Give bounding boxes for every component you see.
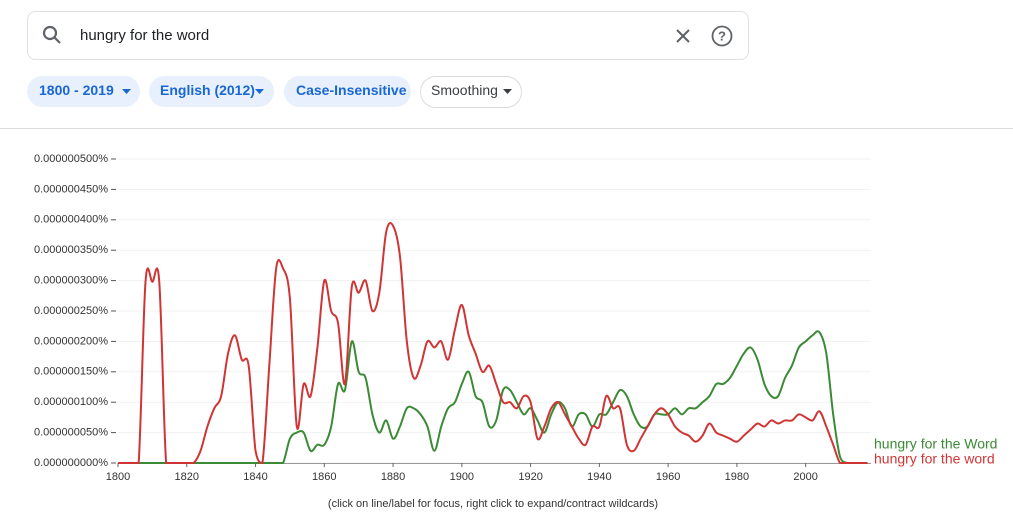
chip-label[interactable]: English (2012) <box>160 82 255 98</box>
dropdown-arrow <box>503 89 512 94</box>
y-tick-label: 0.000000400% <box>34 214 108 226</box>
search-icon <box>42 25 61 44</box>
series-line[interactable] <box>118 330 868 464</box>
dropdown-arrow <box>255 89 264 94</box>
chip-bg[interactable] <box>284 76 411 107</box>
y-tick-label: 0.000000050% <box>34 427 108 439</box>
chart: 0.000000000% 0.000000050% 0.000000100% 0.00… <box>34 153 998 483</box>
chip[interactable]: Case-Insensitive <box>284 76 411 107</box>
x-tick-label: 1960 <box>656 471 680 483</box>
x-tick-label: 2000 <box>793 471 817 483</box>
y-tick-label: 0.000000450% <box>34 183 108 195</box>
x-tick-label: 1840 <box>243 471 267 483</box>
x-tick-label: 1800 <box>106 471 130 483</box>
x-tick-label: 1920 <box>518 471 542 483</box>
x-tick-label: 1860 <box>312 471 336 483</box>
help-icon: ? <box>718 28 726 43</box>
dropdown-arrow <box>122 89 131 94</box>
search-box[interactable]: hungry for the word ? <box>27 11 749 60</box>
x-tick-label: 1940 <box>587 471 611 483</box>
help-button[interactable]: ? <box>711 25 733 47</box>
chip-label[interactable]: Smoothing <box>431 82 498 98</box>
y-tick-label: 0.000000350% <box>34 244 108 256</box>
x-tick-label: 1820 <box>175 471 199 483</box>
x-tick-label: 1980 <box>725 471 749 483</box>
chip-bg[interactable] <box>27 76 140 107</box>
y-tick-label: 0.000000150% <box>34 366 108 378</box>
chip[interactable]: English (2012) <box>149 76 274 107</box>
chip-label[interactable]: 1800 - 2019 <box>39 82 114 98</box>
x-tick-label: 1880 <box>381 471 405 483</box>
chip-label[interactable]: Case-Insensitive <box>296 82 407 98</box>
chip[interactable]: Smoothing <box>420 76 522 108</box>
y-tick-label: 0.000000200% <box>34 335 108 347</box>
search-field[interactable] <box>27 11 749 60</box>
search-query[interactable]: hungry for the word <box>80 27 209 44</box>
chip-bg[interactable] <box>420 76 522 108</box>
y-tick-label: 0.000000000% <box>34 457 108 469</box>
y-tick-label: 0.000000100% <box>34 396 108 408</box>
clear-button[interactable] <box>676 29 690 43</box>
series-label[interactable]: hungry for the word <box>874 451 995 467</box>
x-tick-label: 1900 <box>450 471 474 483</box>
y-tick-label: 0.000000250% <box>34 305 108 317</box>
y-tick-label: 0.000000500% <box>34 153 108 165</box>
series-label[interactable]: hungry for the Word <box>874 436 997 452</box>
chip-bg[interactable] <box>149 76 274 107</box>
series-line[interactable] <box>118 222 868 465</box>
footnote: (click on line/label for focus, right cl… <box>328 498 658 510</box>
chip[interactable]: 1800 - 2019 <box>27 76 140 107</box>
y-tick-label: 0.000000300% <box>34 275 108 287</box>
